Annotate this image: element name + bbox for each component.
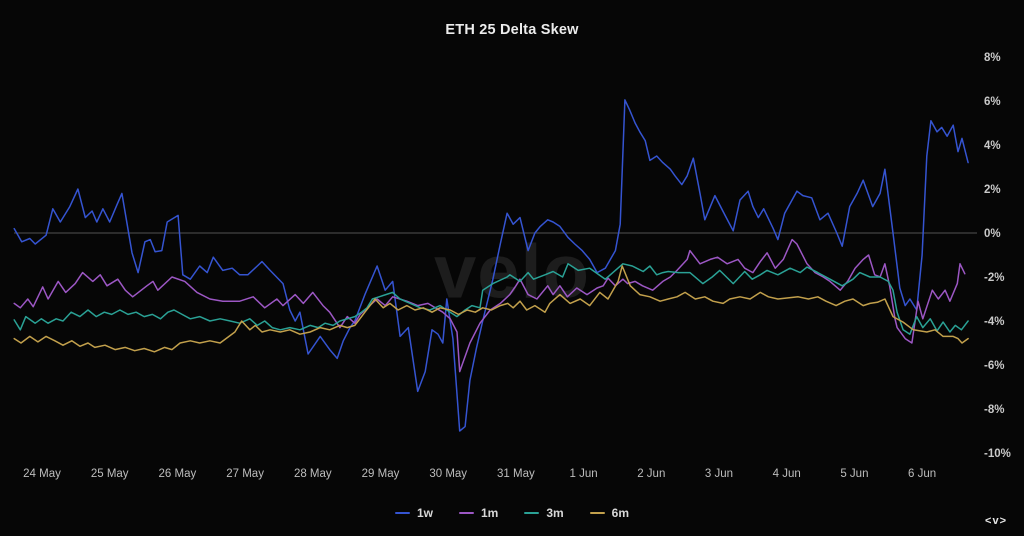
chart-title: ETH 25 Delta Skew <box>445 22 579 38</box>
legend-label-3m: 3m <box>546 506 564 520</box>
x-tick-label: 27 May <box>226 468 264 480</box>
y-tick-label: 4% <box>984 140 1001 152</box>
y-tick-label: -10% <box>984 448 1011 460</box>
x-tick-label: 4 Jun <box>773 468 801 480</box>
x-tick-label: 5 Jun <box>840 468 868 480</box>
legend-label-6m: 6m <box>611 506 630 520</box>
y-tick-label: 2% <box>984 184 1001 196</box>
series-line-1w <box>13 99 969 432</box>
legend-item-1m[interactable]: 1m <box>458 506 499 520</box>
y-tick-label: -2% <box>984 272 1004 284</box>
legend-swatch-1w <box>394 512 410 514</box>
x-tick-label: 28 May <box>294 468 332 480</box>
x-tick-label: 31 May <box>497 468 535 480</box>
chart-legend: 1w 1m 3m 6m <box>0 506 1024 520</box>
x-tick-label: 3 Jun <box>705 468 733 480</box>
series-line-3m <box>13 263 969 335</box>
velo-brand-mark[interactable]: <v> <box>985 515 1007 527</box>
legend-swatch-6m <box>589 512 605 514</box>
x-tick-label: 24 May <box>23 468 61 480</box>
y-tick-label: -8% <box>984 404 1004 416</box>
y-tick-label: 8% <box>984 52 1001 64</box>
x-tick-label: 6 Jun <box>908 468 936 480</box>
x-tick-label: 29 May <box>362 468 400 480</box>
legend-item-3m[interactable]: 3m <box>524 506 564 520</box>
y-tick-label: 6% <box>984 96 1001 108</box>
legend-item-6m[interactable]: 6m <box>589 506 630 520</box>
x-tick-label: 1 Jun <box>570 468 598 480</box>
x-tick-label: 30 May <box>429 468 467 480</box>
y-tick-label: 0% <box>984 228 1001 240</box>
legend-swatch-1m <box>458 512 474 514</box>
series-line-1m <box>13 238 966 373</box>
x-tick-label: 26 May <box>159 468 197 480</box>
legend-label-1w: 1w <box>416 506 433 520</box>
velo-watermark: velo <box>433 229 591 315</box>
legend-swatch-3m <box>524 512 540 514</box>
series-line-6m <box>13 265 969 353</box>
x-tick-label: 25 May <box>91 468 129 480</box>
legend-label-1m: 1m <box>480 506 499 520</box>
y-tick-label: -6% <box>984 360 1004 372</box>
x-tick-label: 2 Jun <box>637 468 665 480</box>
y-tick-label: -4% <box>984 316 1004 328</box>
legend-item-1w[interactable]: 1w <box>394 506 433 520</box>
